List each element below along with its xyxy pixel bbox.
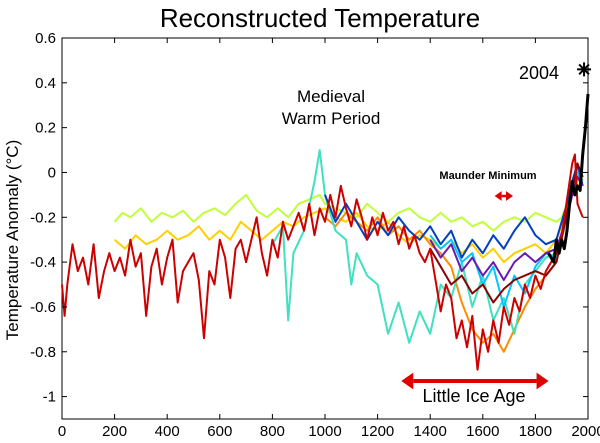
series-line-2	[113, 180, 584, 264]
x-tick-label: 1200	[361, 423, 394, 440]
series-line-9	[61, 153, 584, 371]
y-tick-label: 0.2	[35, 120, 56, 137]
series-line-10	[547, 93, 590, 264]
series-line-6	[324, 162, 584, 259]
little-ice-age-arrow-head-left	[401, 372, 414, 390]
annotation-little-ice-age: Little Ice Age	[422, 386, 525, 406]
y-axis-label: Temperature Anomaly (°C)	[3, 140, 22, 340]
series-line-4	[271, 149, 584, 344]
x-tick-label: 1600	[466, 423, 499, 440]
y-tick-label: -1	[43, 389, 56, 406]
y-tick-label: -0.6	[30, 299, 56, 316]
x-tick-label: 800	[260, 423, 285, 440]
star-2004-marker	[577, 62, 592, 77]
y-tick-label: -0.8	[30, 344, 56, 361]
maunder-minimum-arrow-head-left	[494, 191, 502, 201]
x-tick-label: 0	[58, 423, 66, 440]
x-tick-label: 200	[102, 423, 127, 440]
annotation-2004: 2004	[519, 63, 559, 83]
y-tick-label: 0.6	[35, 30, 56, 47]
series-layer	[61, 93, 590, 371]
x-tick-label: 400	[155, 423, 180, 440]
series-line-1	[113, 176, 584, 232]
y-tick-label: 0	[48, 164, 56, 181]
x-tick-label: 600	[207, 423, 232, 440]
x-tick-label: 1000	[308, 423, 341, 440]
y-tick-label: -0.4	[30, 254, 56, 271]
y-tick-label: -0.2	[30, 209, 56, 226]
y-tick-label: 0.4	[35, 75, 56, 92]
chart-title: Reconstructed Temperature	[160, 3, 480, 33]
x-tick-label: 1400	[414, 423, 447, 440]
maunder-minimum-arrow-head-right	[506, 191, 514, 201]
annotation-medieval-line1: Medieval	[297, 87, 365, 106]
annotation-arrows	[401, 62, 592, 390]
annotation-maunder-minimum: Maunder Minimum	[439, 170, 536, 182]
x-tick-label: 1800	[519, 423, 552, 440]
annotation-medieval-line2: Warm Period	[282, 109, 381, 128]
little-ice-age-arrow-head-right	[536, 372, 549, 390]
annotations: Medieval Warm Period Maunder Minimum Lit…	[282, 62, 592, 406]
